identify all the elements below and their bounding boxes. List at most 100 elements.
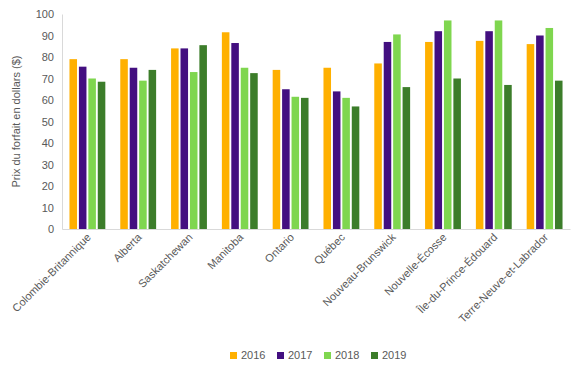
legend-item: 2017 bbox=[277, 349, 312, 361]
bar bbox=[190, 72, 198, 229]
legend-swatch bbox=[230, 352, 237, 359]
x-tick: Québec bbox=[311, 229, 347, 267]
y-axis-line bbox=[62, 15, 63, 230]
x-tick-label: Nouveau-Brunswick bbox=[320, 230, 398, 308]
legend-item: 2019 bbox=[371, 349, 406, 361]
y-tick: 80 bbox=[42, 51, 62, 63]
legend-swatch bbox=[277, 352, 284, 359]
x-tick-label: Québec bbox=[311, 230, 347, 266]
bar bbox=[139, 81, 147, 229]
y-tick: 10 bbox=[42, 202, 62, 214]
bar bbox=[527, 44, 535, 229]
bar bbox=[495, 20, 503, 229]
bar bbox=[301, 98, 309, 229]
y-tick-label: 50 bbox=[42, 116, 54, 128]
x-tick: Nouveau-Brunswick bbox=[320, 229, 398, 308]
legend-item: 2018 bbox=[324, 349, 359, 361]
bar bbox=[250, 73, 258, 229]
y-tick-label: 70 bbox=[42, 73, 54, 85]
x-tick: Île-du-Prince-Édouard bbox=[414, 229, 499, 316]
y-tick: 60 bbox=[42, 94, 62, 106]
bar bbox=[453, 79, 461, 230]
bar bbox=[536, 36, 544, 230]
y-tick-label: 40 bbox=[42, 137, 54, 149]
legend-item: 2016 bbox=[230, 349, 265, 361]
y-tick: 70 bbox=[42, 73, 62, 85]
bar bbox=[88, 79, 96, 230]
legend-label: 2019 bbox=[382, 349, 406, 361]
bar bbox=[241, 68, 249, 229]
x-tick-label: Ontario bbox=[262, 231, 296, 265]
y-tick: 100 bbox=[36, 8, 62, 20]
bar bbox=[504, 85, 512, 229]
bar bbox=[130, 68, 138, 229]
bar bbox=[333, 91, 341, 229]
x-tick: Saskatchewan bbox=[136, 229, 195, 290]
y-tick: 50 bbox=[42, 116, 62, 128]
y-tick: 90 bbox=[42, 30, 62, 42]
x-tick: Ontario bbox=[262, 229, 296, 265]
bar bbox=[292, 97, 300, 229]
bar bbox=[323, 68, 331, 229]
bar bbox=[476, 41, 484, 229]
chart: 0 10 20 30 40 50 60 70 80 90 100 Colombie-Britanniq… bbox=[0, 0, 576, 374]
bar bbox=[342, 98, 350, 229]
bar bbox=[485, 31, 493, 229]
bar bbox=[149, 70, 157, 229]
y-tick-label: 20 bbox=[42, 180, 54, 192]
bars bbox=[69, 20, 562, 229]
plot: 0 10 20 30 40 50 60 70 80 90 100 Colombie-Britanniq… bbox=[10, 8, 571, 325]
y-axis: 0 10 20 30 40 50 60 70 80 90 100 bbox=[36, 8, 63, 235]
y-tick-label: 60 bbox=[42, 94, 54, 106]
x-tick-label: Terre-Neuve-et-Labrador bbox=[456, 231, 550, 325]
y-tick-label: 10 bbox=[42, 202, 54, 214]
bar bbox=[273, 70, 281, 229]
legend-label: 2017 bbox=[288, 349, 312, 361]
bar-series bbox=[69, 32, 534, 229]
y-tick: 0 bbox=[48, 223, 62, 235]
bar bbox=[384, 42, 392, 229]
legend: 2016 2017 2018 2019 bbox=[230, 349, 406, 361]
legend-label: 2018 bbox=[335, 349, 359, 361]
bar bbox=[555, 81, 563, 229]
legend-swatch bbox=[371, 352, 378, 359]
y-tick-label: 90 bbox=[42, 30, 54, 42]
bar bbox=[120, 59, 128, 229]
bar-series bbox=[98, 45, 563, 229]
x-tick-label: Île-du-Prince-Édouard bbox=[414, 231, 499, 316]
x-tick-label: Colombie-Britannique bbox=[10, 231, 93, 314]
legend-label: 2016 bbox=[241, 349, 265, 361]
bar bbox=[425, 42, 433, 229]
y-tick: 40 bbox=[42, 137, 62, 149]
x-tick: Colombie-Britannique bbox=[10, 229, 93, 314]
x-tick-label: Manitoba bbox=[205, 230, 246, 271]
x-tick: Terre-Neuve-et-Labrador bbox=[456, 229, 550, 325]
x-tick: Alberta bbox=[111, 229, 145, 264]
legend-swatch bbox=[324, 352, 331, 359]
y-tick-label: 30 bbox=[42, 159, 54, 171]
bar bbox=[171, 48, 179, 229]
bar bbox=[199, 45, 207, 229]
y-tick-label: 100 bbox=[36, 8, 54, 20]
bar bbox=[222, 32, 230, 229]
y-tick-label: 80 bbox=[42, 51, 54, 63]
x-tick-label: Saskatchewan bbox=[136, 231, 195, 290]
bar bbox=[181, 48, 189, 229]
x-tick: Manitoba bbox=[205, 229, 246, 271]
bar-series bbox=[79, 31, 544, 229]
x-tick-label: Alberta bbox=[111, 230, 145, 264]
bar bbox=[374, 63, 382, 229]
bar bbox=[231, 43, 239, 229]
bar bbox=[98, 82, 106, 229]
bar bbox=[393, 34, 401, 229]
bar bbox=[352, 106, 360, 229]
x-axis-line bbox=[63, 229, 571, 230]
y-tick: 20 bbox=[42, 180, 62, 192]
y-tick-label: 0 bbox=[48, 223, 54, 235]
bar bbox=[546, 28, 554, 229]
bar bbox=[444, 20, 452, 229]
bar bbox=[403, 87, 411, 229]
bar-series bbox=[88, 20, 553, 229]
bar bbox=[435, 31, 443, 229]
bar bbox=[79, 67, 87, 229]
